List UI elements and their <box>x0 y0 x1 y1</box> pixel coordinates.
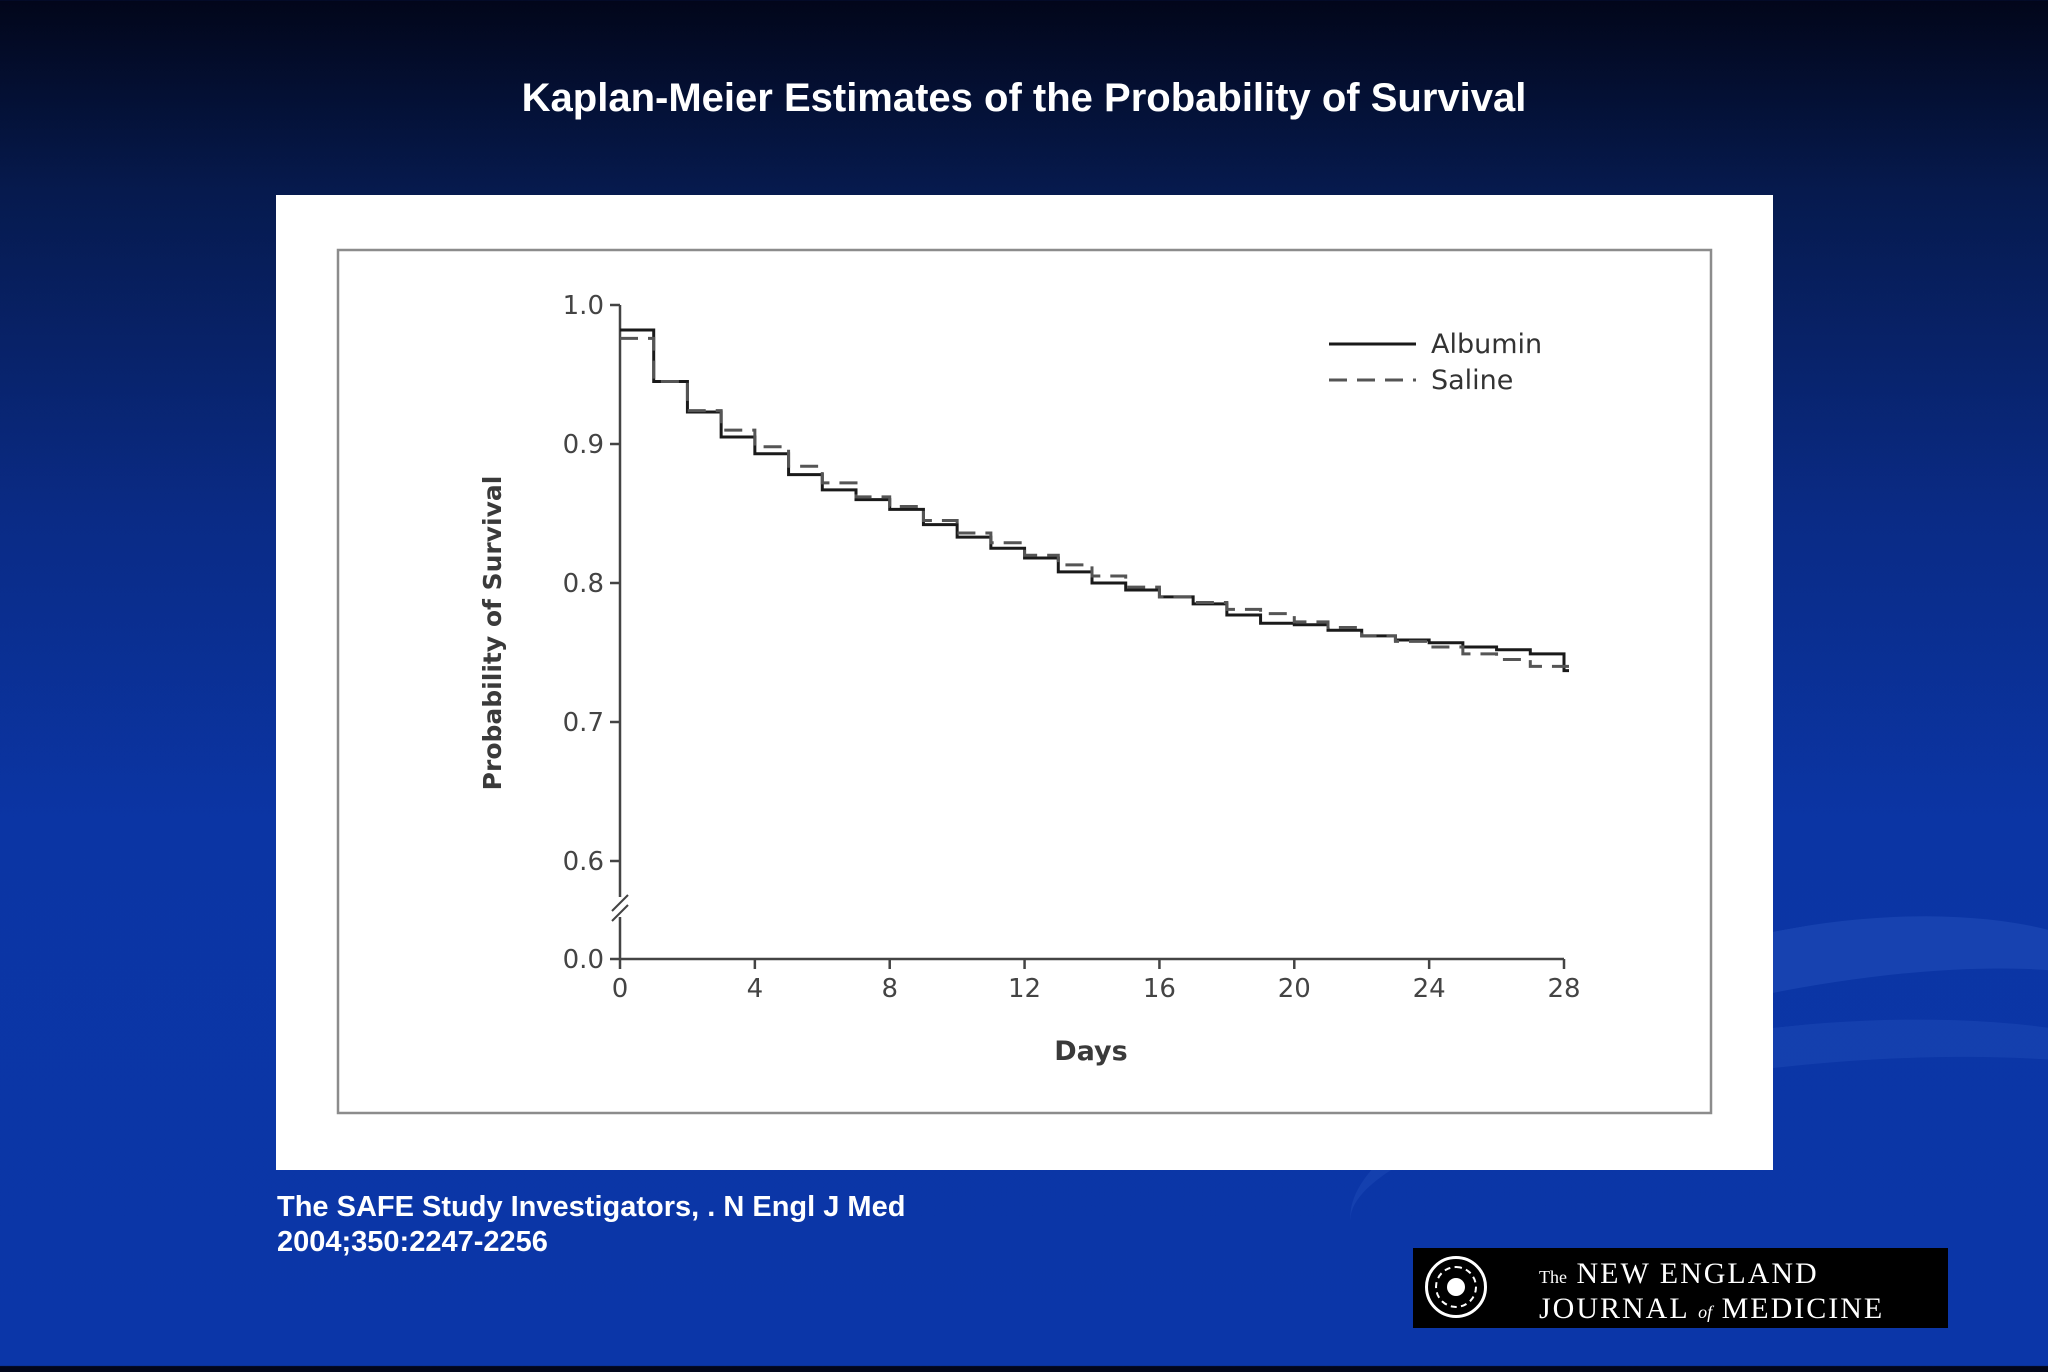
axes <box>611 305 1564 961</box>
figure-frame <box>336 248 1713 1115</box>
x-tick-label: 12 <box>1008 974 1041 1004</box>
x-tick-label: 28 <box>1547 974 1580 1004</box>
series-lines <box>620 328 1569 673</box>
citation-line-1: The SAFE Study Investigators, . N Engl J… <box>277 1191 906 1223</box>
series-line-albumin <box>620 328 1569 673</box>
journal-name: The NEW ENGLAND JOURNAL of MEDICINE <box>1539 1257 1885 1325</box>
x-tick-label: 4 <box>747 974 764 1004</box>
citation-line-2: 2004;350:2247-2256 <box>277 1226 548 1258</box>
journal-logo: The NEW ENGLAND JOURNAL of MEDICINE <box>1413 1248 1948 1328</box>
y-tick-label: 0.0 <box>563 945 604 975</box>
figure-panel: 0.0 0.6 0.7 0.8 0.9 1.0 0 4 8 12 16 20 24 28 Probabil… <box>276 195 1773 1170</box>
x-tick-label: 8 <box>881 974 898 1004</box>
x-axis-title: Days <box>1054 1036 1127 1067</box>
y-tick-label: 1.0 <box>563 291 604 321</box>
y-tick-label: 0.9 <box>563 430 604 460</box>
y-axis-break-mark <box>611 904 629 922</box>
kaplan-meier-chart: 0.0 0.6 0.7 0.8 0.9 1.0 0 4 8 12 16 20 24 28 Probabil… <box>336 248 1713 1115</box>
y-axis-title: Probability of Survival <box>478 476 507 791</box>
series-line-saline <box>620 336 1569 668</box>
y-tick-label: 0.8 <box>563 569 604 599</box>
x-tick-label: 16 <box>1143 974 1176 1004</box>
x-tick-label: 20 <box>1278 974 1311 1004</box>
slide-title: Kaplan-Meier Estimates of the Probabilit… <box>521 76 1527 120</box>
legend: Albumin Saline <box>1329 329 1542 396</box>
y-tick-label: 0.6 <box>563 847 604 877</box>
legend-label-saline: Saline <box>1431 365 1513 396</box>
y-axis-break-mark <box>611 894 629 912</box>
x-tick-label: 24 <box>1413 974 1446 1004</box>
axis-ticks: 0.0 0.6 0.7 0.8 0.9 1.0 0 4 8 12 16 20 24 28 <box>563 291 1581 1004</box>
journal-seal-icon <box>1425 1256 1487 1318</box>
x-tick-label: 0 <box>612 974 629 1004</box>
legend-label-albumin: Albumin <box>1431 329 1542 360</box>
y-tick-label: 0.7 <box>563 708 604 738</box>
citation: The SAFE Study Investigators, . N Engl J… <box>277 1190 905 1260</box>
